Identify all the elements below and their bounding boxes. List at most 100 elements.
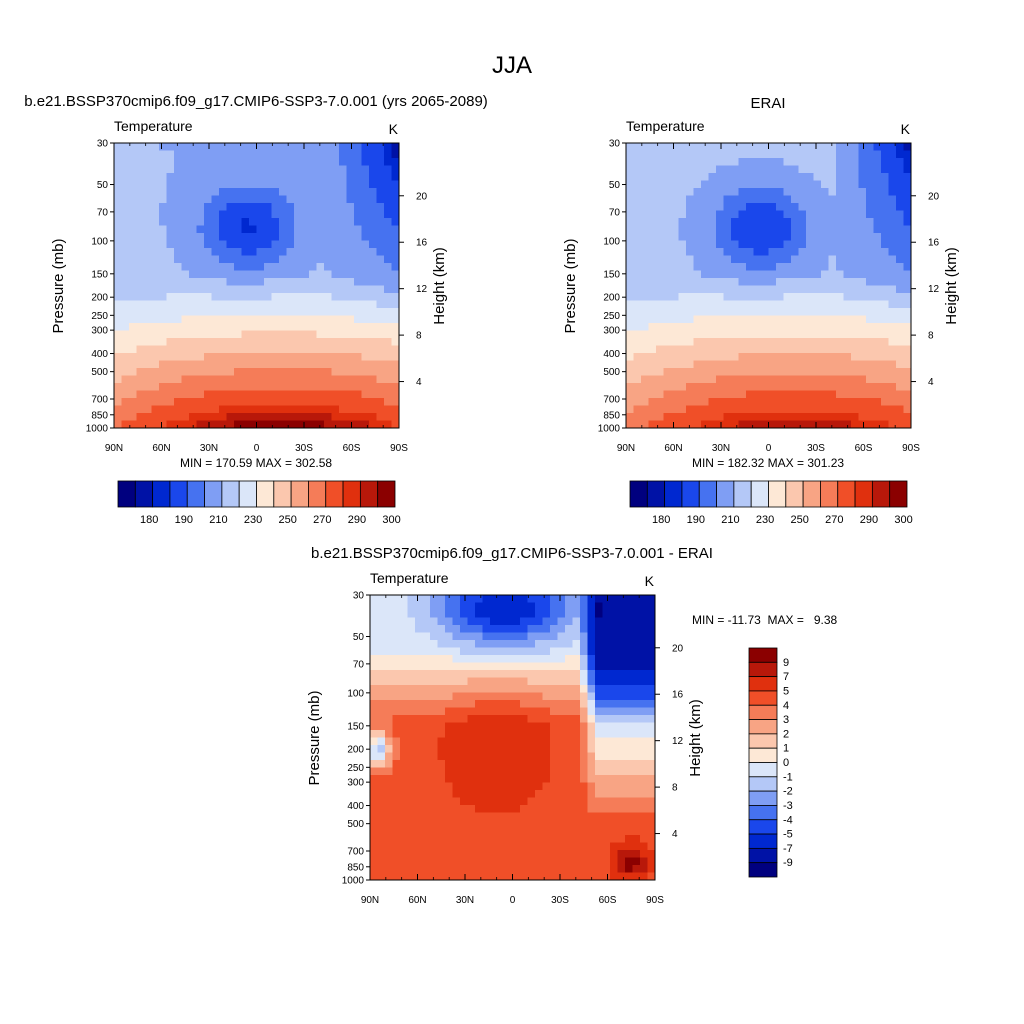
field-cell <box>723 300 732 309</box>
field-cell <box>136 390 145 399</box>
field-cell <box>580 760 589 769</box>
field-cell <box>580 655 589 664</box>
field-cell <box>377 610 386 619</box>
field-cell <box>189 263 198 272</box>
field-cell <box>565 715 574 724</box>
field-cell <box>617 707 626 716</box>
field-cell <box>768 248 777 257</box>
field-cell <box>873 210 882 219</box>
field-cell <box>738 330 747 339</box>
field-cell <box>196 263 205 272</box>
field-cell <box>512 865 521 874</box>
field-cell <box>806 248 815 257</box>
field-cell <box>565 820 574 829</box>
field-cell <box>625 640 634 649</box>
field-cell <box>339 360 348 369</box>
field-cell <box>671 233 680 242</box>
field-cell <box>512 640 521 649</box>
field-cell <box>286 330 295 339</box>
field-cell <box>204 285 213 294</box>
field-cell <box>648 180 657 189</box>
field-cell <box>896 195 905 204</box>
field-cell <box>271 150 280 159</box>
field-cell <box>843 360 852 369</box>
field-cell <box>535 850 544 859</box>
field-cell <box>391 255 399 264</box>
field-cell <box>241 270 250 279</box>
field-cell <box>896 270 905 279</box>
field-cell <box>783 315 792 324</box>
field-cell <box>866 158 875 167</box>
field-cell <box>776 270 785 279</box>
field-cell <box>761 255 770 264</box>
field-cell <box>204 398 213 407</box>
field-cell <box>671 390 680 399</box>
field-cell <box>129 203 138 212</box>
field-cell <box>671 210 680 219</box>
field-cell <box>392 655 401 664</box>
field-cell <box>843 398 852 407</box>
field-cell <box>407 662 416 671</box>
field-cell <box>738 278 747 287</box>
field-cell <box>181 173 190 182</box>
field-cell <box>475 730 484 739</box>
field-cell <box>656 233 665 242</box>
field-cell <box>821 165 830 174</box>
field-cell <box>369 180 378 189</box>
field-cell <box>858 353 867 362</box>
field-cell <box>663 278 672 287</box>
field-cell <box>490 685 499 694</box>
field-cell <box>610 602 619 611</box>
field-cell <box>798 293 807 302</box>
field-cell <box>377 737 386 746</box>
field-cell <box>806 285 815 294</box>
field-cell <box>490 805 499 814</box>
field-cell <box>467 640 476 649</box>
field-cell <box>159 330 168 339</box>
field-cell <box>422 700 431 709</box>
field-cell <box>490 670 499 679</box>
field-cell <box>542 820 551 829</box>
field-cell <box>542 767 551 776</box>
field-cell <box>535 835 544 844</box>
field-cell <box>121 263 130 272</box>
field-cell <box>626 240 635 249</box>
pressure-tick-label: 30 <box>353 591 365 602</box>
field-cell <box>400 865 409 874</box>
field-cell <box>550 730 559 739</box>
field-cell <box>316 233 325 242</box>
field-cell <box>286 285 295 294</box>
field-cell <box>256 233 265 242</box>
field-cell <box>286 368 295 377</box>
field-cell <box>370 655 379 664</box>
field-cell <box>219 330 228 339</box>
field-cell <box>392 700 401 709</box>
field-cell <box>226 158 235 167</box>
field-cell <box>294 165 303 174</box>
field-cell <box>430 730 439 739</box>
field-cell <box>482 767 491 776</box>
field-cell <box>595 790 604 799</box>
field-cell <box>151 158 160 167</box>
field-cell <box>264 323 273 332</box>
field-cell <box>121 308 130 317</box>
field-cell <box>460 647 469 656</box>
field-cell <box>641 300 650 309</box>
field-cell <box>369 240 378 249</box>
field-cell <box>716 143 725 152</box>
field-cell <box>376 218 385 227</box>
field-cell <box>813 158 822 167</box>
field-cell <box>415 617 424 626</box>
field-cell <box>136 233 145 242</box>
field-cell <box>761 405 770 414</box>
field-cell <box>309 420 318 428</box>
field-cell <box>377 835 386 844</box>
field-cell <box>331 390 340 399</box>
field-cell <box>550 790 559 799</box>
stats-text-model: MIN = 170.59 MAX = 302.58 <box>180 456 332 470</box>
field-cell <box>249 225 258 234</box>
field-cell <box>701 390 710 399</box>
field-cell <box>204 195 213 204</box>
field-cell <box>896 218 905 227</box>
field-cell <box>656 405 665 414</box>
